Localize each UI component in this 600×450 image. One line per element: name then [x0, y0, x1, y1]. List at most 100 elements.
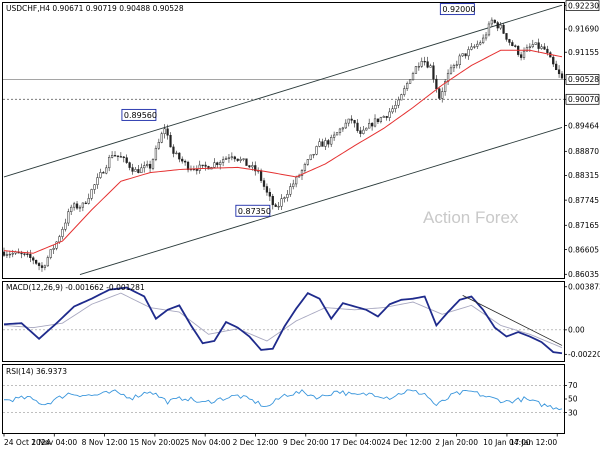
- candle-body: [55, 241, 58, 249]
- macd-panel: [2, 281, 565, 362]
- rsi-layer: [3, 385, 564, 413]
- x-tick-label: 24 Dec 12:00: [381, 438, 432, 447]
- candle-body: [449, 67, 453, 74]
- candle-body: [230, 156, 234, 159]
- candle-body: [406, 83, 409, 89]
- candle-body: [324, 140, 327, 147]
- candle-body: [397, 99, 400, 106]
- candle-body: [560, 73, 564, 79]
- candle-body: [146, 163, 149, 166]
- candle-body: [259, 170, 263, 181]
- candle-body: [441, 91, 444, 99]
- annotation-label: 0.92000: [442, 5, 475, 14]
- candle-body: [262, 180, 266, 187]
- candle-body: [420, 60, 423, 67]
- candle-body: [221, 159, 225, 163]
- price-y-tick-label: 0.91155: [568, 48, 599, 57]
- price-y-tick-label: 0.87745: [568, 196, 599, 205]
- x-tick-label: 8 Nov 12:00: [82, 438, 128, 447]
- candle-body: [181, 158, 184, 162]
- x-tick-label: 17 Jan 12:00: [510, 438, 558, 447]
- candle-body: [350, 118, 353, 121]
- candle-body: [306, 159, 309, 165]
- candle-body: [479, 42, 482, 45]
- candle-body: [552, 56, 555, 65]
- candle-body: [148, 163, 152, 169]
- candle-body: [391, 108, 394, 113]
- candle-body: [353, 120, 356, 124]
- macd-layer: [3, 286, 564, 355]
- candle-body: [403, 88, 406, 95]
- candle-body: [219, 162, 222, 165]
- price-y-tick-label: 0.87165: [568, 221, 599, 230]
- candle-body: [35, 259, 38, 264]
- candle-body: [72, 203, 76, 208]
- candle-body: [75, 203, 79, 209]
- rsi-y-tick-label: 70: [568, 381, 578, 390]
- candle-body: [140, 167, 143, 173]
- candle-body: [423, 60, 426, 63]
- candle-body: [484, 34, 488, 39]
- candle-body: [207, 166, 210, 170]
- candle-body: [20, 252, 23, 255]
- candle-body: [201, 164, 204, 167]
- annotation-box: [235, 204, 271, 217]
- rsi-panel: [2, 364, 565, 434]
- candle-body: [102, 172, 105, 174]
- candle-body: [61, 229, 64, 237]
- candle-body: [537, 42, 540, 49]
- price-y-tick-label: 0.89464: [568, 121, 599, 130]
- candle-body: [525, 47, 529, 52]
- candle-body: [122, 156, 125, 158]
- candle-body: [113, 155, 117, 157]
- candle-body: [362, 129, 365, 134]
- candle-body: [242, 158, 245, 160]
- candle-body: [502, 24, 505, 34]
- candle-body: [411, 73, 415, 81]
- candle-body: [435, 78, 438, 89]
- candle-body: [315, 146, 318, 155]
- candle-body: [289, 186, 292, 195]
- candle-body: [438, 88, 441, 99]
- candle-body: [198, 164, 201, 171]
- candle-body: [300, 169, 304, 176]
- candle-body: [175, 152, 178, 155]
- candle-body: [110, 155, 114, 158]
- candle-body: [508, 39, 511, 43]
- candle-body: [543, 46, 546, 50]
- axis-layer: 0.92230 0.91690 0.91155 0.90528 0.90070 0.894…: [3, 0, 600, 447]
- candle-body: [312, 153, 315, 156]
- candle-body: [67, 211, 70, 224]
- candle-body: [417, 66, 420, 68]
- x-tick-label: 25 Nov 04:00: [180, 438, 231, 447]
- candle-body: [400, 94, 403, 101]
- candle-body: [490, 19, 494, 25]
- candle-body: [46, 257, 49, 267]
- y-tick-highlight: [565, 0, 600, 11]
- candle-body: [236, 158, 239, 161]
- candle-body: [335, 132, 339, 136]
- candle-body: [32, 257, 35, 261]
- annotation-box: [121, 108, 157, 121]
- candle-body: [505, 33, 508, 40]
- y-tick-highlight: [565, 93, 600, 105]
- candle-body: [87, 198, 90, 204]
- candle-body: [394, 104, 397, 110]
- candle-body: [172, 146, 175, 154]
- candle-body: [458, 55, 461, 66]
- candle-body: [216, 162, 219, 165]
- candle-body: [461, 53, 464, 57]
- annotation-box: [439, 3, 475, 16]
- x-tick-label: 1 Nov 04:00: [31, 438, 77, 447]
- candle-body: [248, 165, 251, 168]
- candle-body: [341, 127, 345, 130]
- candle-body: [344, 122, 347, 129]
- candle-body: [531, 44, 534, 48]
- candle-body: [105, 167, 108, 174]
- candle-body: [23, 253, 26, 255]
- candle-body: [227, 157, 231, 159]
- candle-body: [213, 162, 216, 168]
- candle-body: [96, 177, 99, 185]
- x-tick-label: 9 Dec 20:00: [283, 438, 329, 447]
- candle-body: [379, 117, 382, 123]
